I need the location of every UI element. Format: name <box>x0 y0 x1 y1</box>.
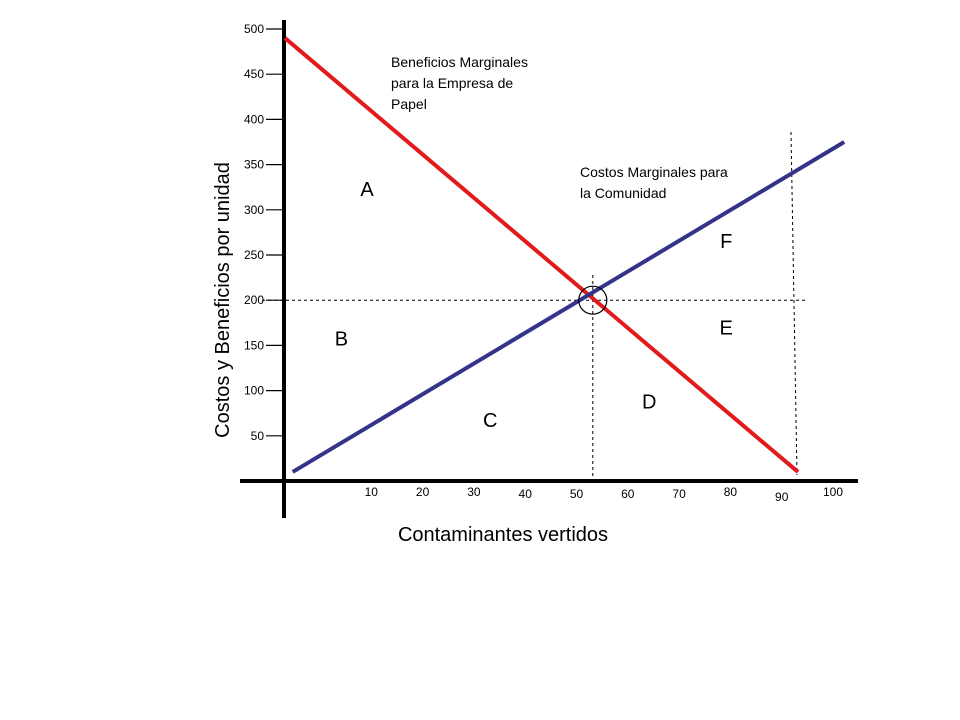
y-tick-label: 300 <box>244 203 264 217</box>
marginal-benefits-line <box>283 36 800 474</box>
x-axis-title: Contaminantes vertidos <box>398 524 608 546</box>
y-ticks: 50 100 150 200 250 300 350 400 450 500 <box>244 22 284 443</box>
benefits-annotation-line: Beneficios Marginales <box>391 54 528 70</box>
y-axis-title: Costos y Beneficios por unidad <box>212 162 234 438</box>
y-tick-label: 250 <box>244 248 264 262</box>
y-tick-label: 100 <box>244 384 264 398</box>
x-tick-label: 50 <box>570 487 584 501</box>
y-tick-label: 200 <box>244 293 264 307</box>
series-lines <box>283 36 846 474</box>
region-label-c: C <box>483 410 497 432</box>
reference-lines <box>262 131 806 481</box>
region-label-d: D <box>642 392 656 414</box>
region-labels: A B C D E F <box>335 179 733 432</box>
y-tick-label: 150 <box>244 338 264 352</box>
x-tick-label: 10 <box>365 485 379 499</box>
x-tick-label: 40 <box>519 487 533 501</box>
vertical-reference-line-max <box>790 131 798 476</box>
x-tick-label: 70 <box>672 487 686 501</box>
x-tick-label: 20 <box>416 485 430 499</box>
region-label-a: A <box>360 179 374 201</box>
y-tick-label: 500 <box>244 22 264 36</box>
marginal-costs-line <box>291 140 846 474</box>
benefits-annotation-line: para la Empresa de <box>391 75 513 91</box>
costs-annotation-line: la Comunidad <box>580 185 666 201</box>
costs-annotation-line: Costos Marginales para <box>580 164 728 180</box>
series-labels: Beneficios Marginales para la Empresa de P… <box>391 54 728 201</box>
y-tick-label: 400 <box>244 112 264 126</box>
y-tick-label: 50 <box>251 429 265 443</box>
region-label-b: B <box>335 328 348 350</box>
x-tick-label: 30 <box>467 485 481 499</box>
x-ticks: 10 20 30 40 50 60 70 80 90 100 <box>365 485 844 504</box>
equilibrium-marker <box>578 285 608 315</box>
benefits-annotation-line: Papel <box>391 96 427 112</box>
x-tick-label: 90 <box>775 490 789 504</box>
x-tick-label: 80 <box>724 485 738 499</box>
x-tick-label: 100 <box>823 485 843 499</box>
axes <box>240 20 858 518</box>
x-tick-label: 60 <box>621 487 635 501</box>
y-tick-label: 350 <box>244 158 264 172</box>
equilibrium-circle <box>578 285 608 315</box>
region-label-e: E <box>720 318 733 340</box>
y-tick-label: 450 <box>244 67 264 81</box>
region-label-f: F <box>720 231 732 253</box>
